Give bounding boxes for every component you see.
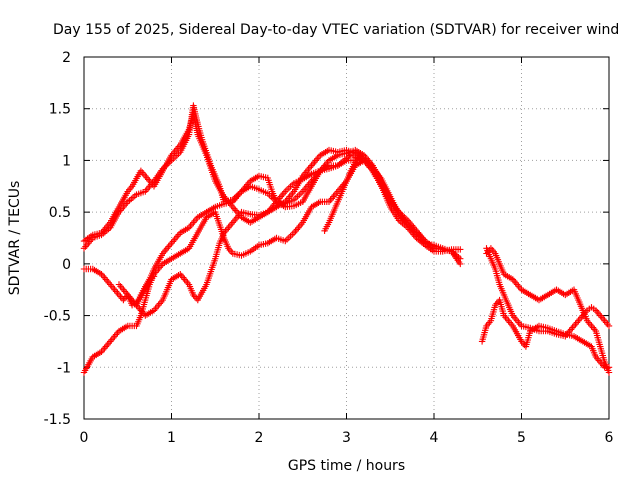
y-tick-label: 1 (62, 153, 71, 169)
y-tick-label: 0 (62, 257, 71, 273)
data-point (430, 245, 438, 252)
series-track-g (133, 273, 158, 309)
y-tick-label: -0.5 (44, 309, 71, 325)
data-point (150, 273, 158, 280)
x-tick-label: 6 (605, 430, 614, 446)
x-axis-label: GPS time / hours (288, 458, 405, 474)
x-tick-label: 0 (80, 430, 89, 446)
data-point (605, 322, 613, 330)
series-track-i (483, 245, 613, 340)
y-tick-label: 1.5 (49, 102, 71, 118)
y-axis-label: SDTVAR / TECUs (7, 181, 23, 296)
x-tick-label: 3 (342, 430, 351, 446)
series-track-h (483, 245, 613, 376)
series-track-f (321, 152, 363, 234)
x-tick-label: 2 (255, 430, 264, 446)
data-point (344, 153, 352, 161)
data-point (605, 364, 613, 371)
series-track-b (80, 102, 464, 262)
x-tick-label: 5 (517, 430, 526, 446)
y-tick-label: -1 (57, 360, 71, 376)
y-tick-label: 2 (62, 50, 71, 66)
data-point (457, 246, 464, 253)
data-point (457, 260, 464, 268)
data-point (356, 152, 363, 159)
chart-title: Day 155 of 2025, Sidereal Day-to-day VTE… (53, 22, 619, 38)
series-track-j (478, 296, 613, 371)
x-tick-label: 1 (167, 430, 176, 446)
y-tick-label: 0.5 (49, 205, 71, 221)
grid (84, 57, 609, 419)
data-points (80, 102, 613, 376)
x-tick-label: 4 (430, 430, 439, 446)
y-tick-label: -1.5 (44, 412, 71, 428)
axis-ticks (83, 56, 610, 420)
tick-labels: 0 1 2 3 4 5 6 -1.5 -1 -0.5 0 0.5 1 1.5 2 (44, 50, 614, 446)
